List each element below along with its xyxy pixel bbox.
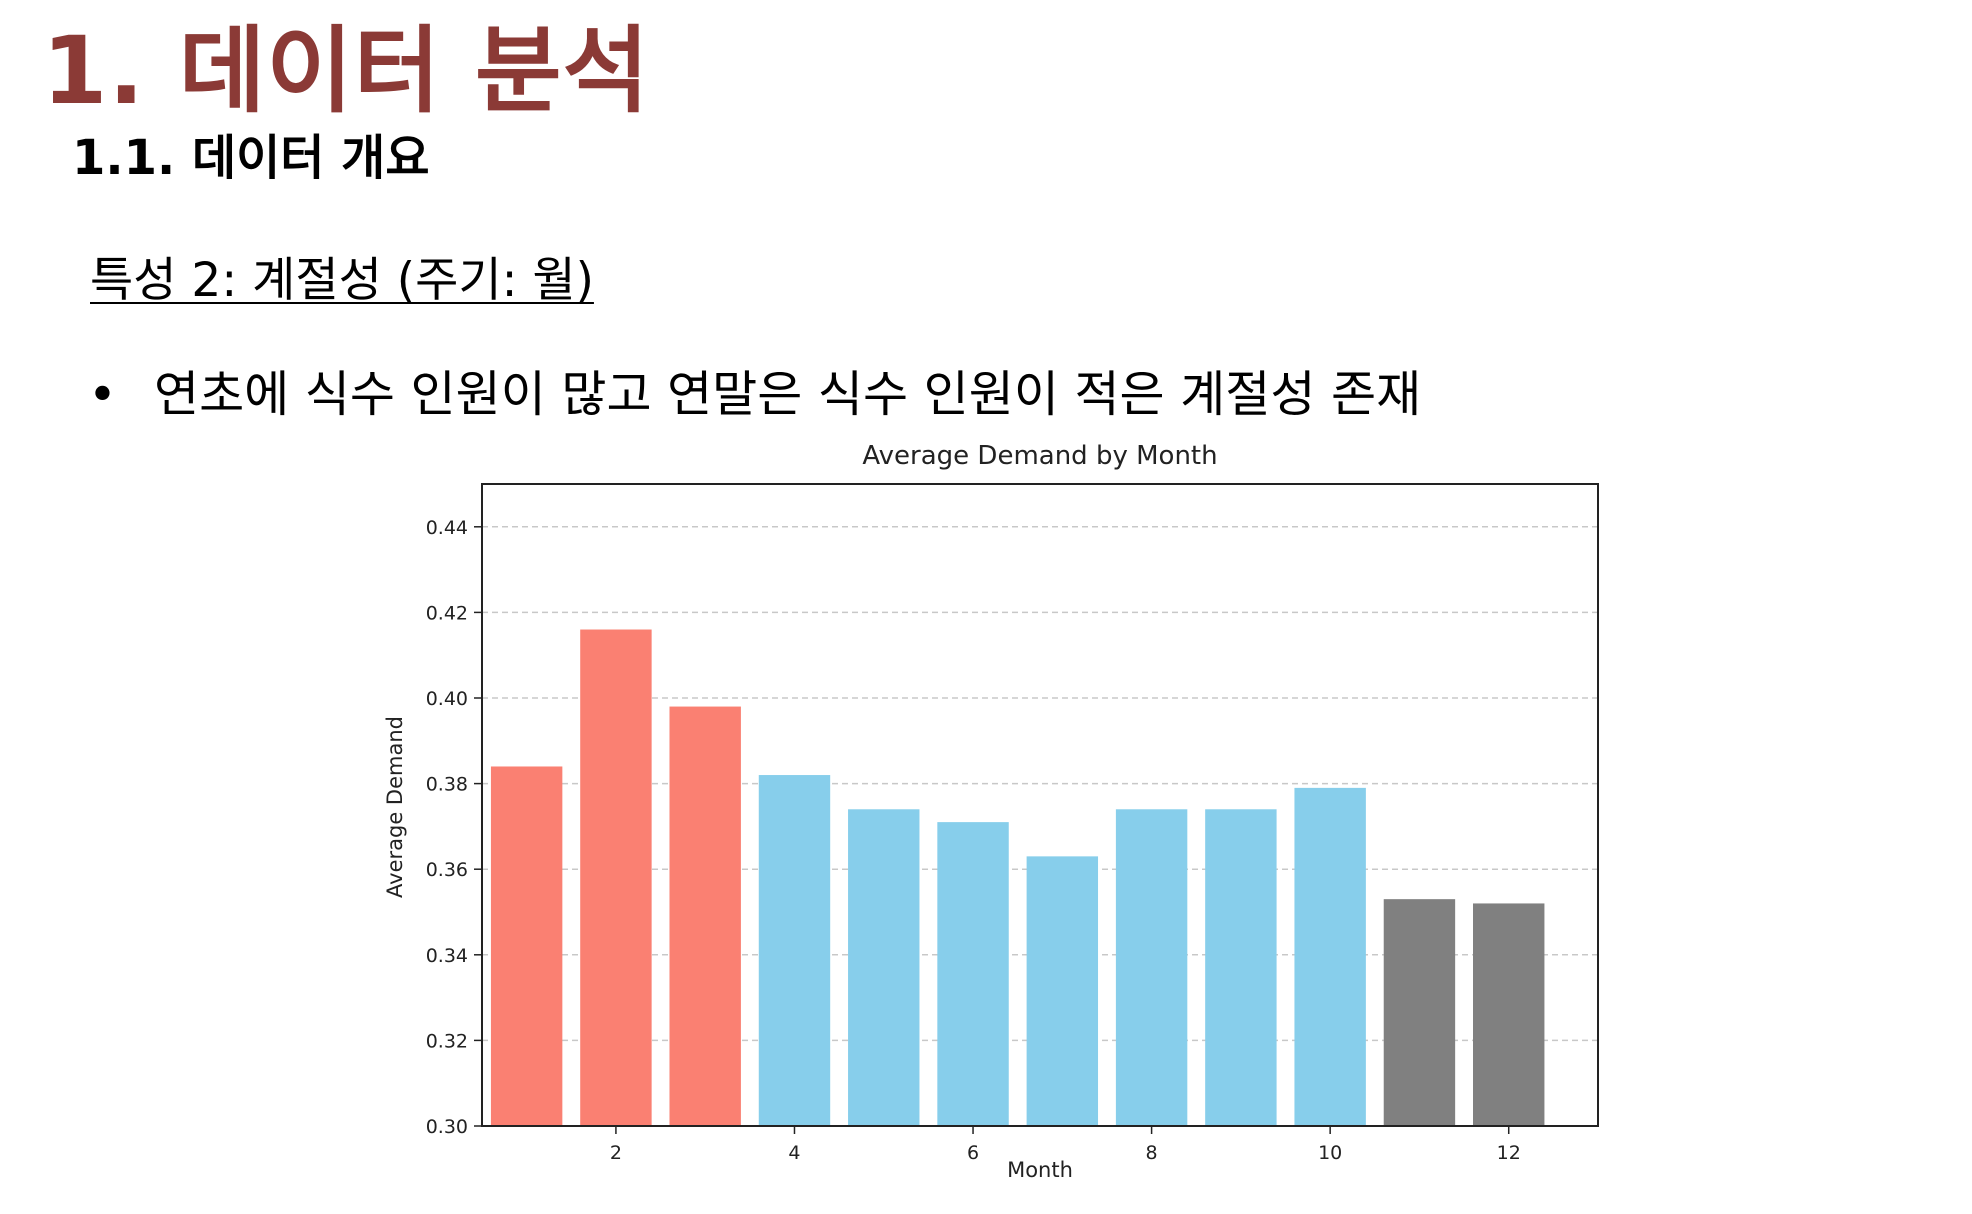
x-axis-label: Month xyxy=(1007,1158,1073,1182)
bar-month-5 xyxy=(848,809,920,1126)
x-tick-label: 6 xyxy=(967,1142,979,1164)
chart-container: Average Demand by Month Month Average De… xyxy=(370,440,1610,1200)
bar-month-4 xyxy=(758,775,831,1126)
y-tick-label: 0.30 xyxy=(426,1116,468,1138)
x-tick-label: 4 xyxy=(788,1142,800,1164)
bar-month-1 xyxy=(490,766,563,1126)
x-tick-label: 10 xyxy=(1318,1142,1342,1164)
y-tick-label: 0.32 xyxy=(426,1030,468,1052)
y-tick-label: 0.36 xyxy=(426,859,468,881)
y-tick-label: 0.34 xyxy=(426,945,468,967)
bar-month-12 xyxy=(1473,903,1545,1126)
section-title: 1.1. 데이터 개요 xyxy=(72,130,430,186)
bar-month-11 xyxy=(1383,899,1456,1126)
y-tick-label: 0.44 xyxy=(426,517,468,539)
average-demand-bar-chart: Average Demand by Month Month Average De… xyxy=(383,441,1599,1182)
bar-month-2 xyxy=(580,629,652,1126)
axis-ticks: 0.30 0.32 0.34 0.36 0.38 0.40 0.42 0.44 2 4 6 8 10 12 xyxy=(426,517,1521,1164)
plot-frame xyxy=(481,483,1599,1127)
x-tick-label: 8 xyxy=(1146,1142,1158,1164)
slide-title: 1. 데이터 분석 xyxy=(42,17,650,126)
bar-month-9 xyxy=(1205,809,1277,1126)
chart-title: Average Demand by Month xyxy=(862,441,1217,471)
y-axis-label: Average Demand xyxy=(383,716,407,898)
bullet-text: 연초에 식수 인원이 많고 연말은 식수 인원이 적은 계절성 존재 xyxy=(154,366,1422,423)
feature-heading: 특성 2: 계절성 (주기: 월) xyxy=(90,253,594,308)
bullet-item: • 연초에 식수 인원이 많고 연말은 식수 인원이 적은 계절성 존재 xyxy=(88,366,1421,425)
x-tick-label: 2 xyxy=(610,1142,622,1164)
y-tick-label: 0.40 xyxy=(426,688,468,710)
y-tick-label: 0.38 xyxy=(426,774,468,796)
bar-month-6 xyxy=(937,822,1009,1126)
bar-month-3 xyxy=(669,706,741,1126)
bar-month-8 xyxy=(1115,809,1188,1126)
y-tick-label: 0.42 xyxy=(426,602,468,624)
bullet-symbol: • xyxy=(88,366,117,423)
bar-month-10 xyxy=(1294,787,1366,1126)
bars xyxy=(490,629,1545,1126)
bar-month-7 xyxy=(1026,856,1099,1126)
x-tick-label: 12 xyxy=(1497,1142,1521,1164)
